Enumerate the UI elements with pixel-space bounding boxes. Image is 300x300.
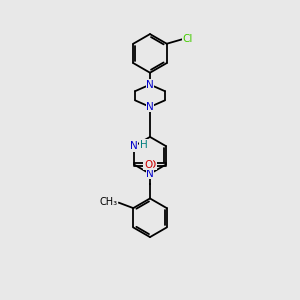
Text: O: O	[144, 160, 152, 170]
Text: N: N	[130, 141, 138, 151]
Text: N: N	[146, 80, 154, 90]
Text: CH₃: CH₃	[99, 197, 118, 207]
Text: Cl: Cl	[182, 34, 193, 44]
Text: N: N	[146, 102, 154, 112]
Text: O: O	[148, 160, 156, 170]
Text: N: N	[146, 169, 154, 179]
Text: H: H	[140, 140, 147, 150]
